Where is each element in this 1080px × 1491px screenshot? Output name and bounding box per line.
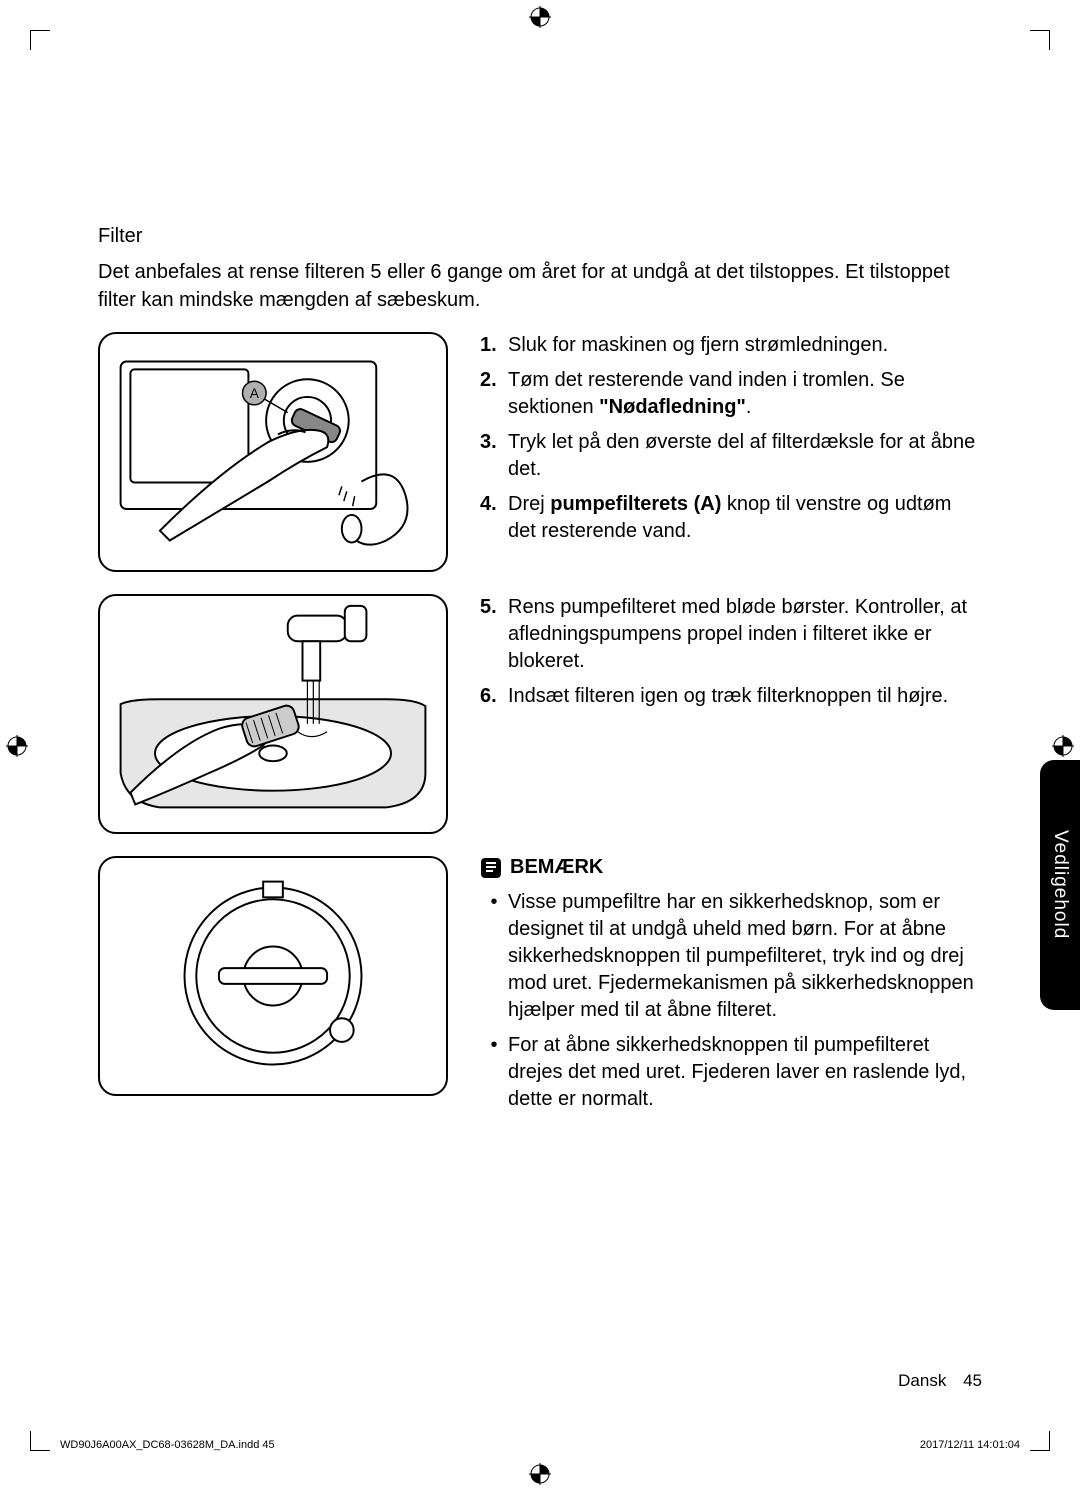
figure-1: A — [98, 332, 448, 572]
crop-corner — [30, 30, 50, 50]
footer-date: 2017/12/11 14:01:04 — [920, 1439, 1020, 1451]
step-number: 5. — [480, 594, 508, 675]
figure-2 — [98, 594, 448, 834]
step-item: 5.Rens pumpefilteret med bløde børster. … — [480, 594, 982, 675]
crop-corner — [30, 1431, 50, 1451]
footer-lang-text: Dansk — [898, 1371, 946, 1390]
note-block: BEMÆRK Visse pumpefiltre har en sikkerhe… — [480, 856, 982, 1121]
step-item: 4.Drej pumpefilterets (A) knop til venst… — [480, 491, 982, 545]
intro-text: Det anbefales at rense filteren 5 eller … — [98, 258, 982, 314]
note-text: For at åbne sikkerhedsknoppen til pumpef… — [508, 1032, 982, 1113]
crop-corner — [1030, 30, 1050, 50]
figure-label-a: A — [250, 386, 260, 401]
step-number: 6. — [480, 683, 508, 710]
figure-3 — [98, 856, 448, 1096]
footer-lang: Dansk 45 — [898, 1371, 982, 1391]
step-text: Sluk for maskinen og fjern strømledninge… — [508, 332, 982, 359]
note-header: BEMÆRK — [480, 856, 982, 879]
row-2: 5.Rens pumpefilteret med bløde børster. … — [98, 594, 982, 834]
step-number: 1. — [480, 332, 508, 359]
step-text: Drej pumpefilterets (A) knop til venstre… — [508, 491, 982, 545]
bold-text: "Nødafledning" — [599, 396, 746, 418]
step-number: 4. — [480, 491, 508, 545]
page-content: Filter Det anbefales at rense filteren 5… — [98, 225, 982, 1121]
step-text: Tøm det resterende vand inden i tromlen.… — [508, 367, 982, 421]
note-label: BEMÆRK — [510, 856, 603, 879]
step-text: Tryk let på den øverste del af filterdæk… — [508, 429, 982, 483]
bold-text: pumpefilterets (A) — [550, 493, 721, 515]
step-number: 3. — [480, 429, 508, 483]
reg-mark-top — [529, 6, 551, 28]
steps-block-1: 1.Sluk for maskinen og fjern strømlednin… — [480, 332, 982, 572]
section-title: Filter — [98, 225, 982, 248]
step-item: 6.Indsæt filteren igen og træk filterkno… — [480, 683, 982, 710]
crop-corner — [1030, 1431, 1050, 1451]
note-text: Visse pumpefiltre har en sikkerhedsknop,… — [508, 889, 982, 1024]
step-item: 3.Tryk let på den øverste del af filterd… — [480, 429, 982, 483]
note-item: Visse pumpefiltre har en sikkerhedsknop,… — [480, 889, 982, 1024]
step-number: 2. — [480, 367, 508, 421]
note-item: For at åbne sikkerhedsknoppen til pumpef… — [480, 1032, 982, 1113]
row-1: A 1.Sluk for maskinen og fjern strømledn… — [98, 332, 982, 572]
step-text: Indsæt filteren igen og træk filterknopp… — [508, 683, 982, 710]
step-text: Rens pumpefilteret med bløde børster. Ko… — [508, 594, 982, 675]
steps-block-2: 5.Rens pumpefilteret med bløde børster. … — [480, 594, 982, 834]
step-item: 2.Tøm det resterende vand inden i tromle… — [480, 367, 982, 421]
step-item: 1.Sluk for maskinen og fjern strømlednin… — [480, 332, 982, 359]
reg-mark-right — [1052, 735, 1074, 757]
reg-mark-left — [6, 735, 28, 757]
footer-file: WD90J6A00AX_DC68-03628M_DA.indd 45 — [60, 1439, 275, 1451]
reg-mark-bottom — [529, 1463, 551, 1485]
side-tab-label: Vedligehold — [1049, 830, 1071, 939]
row-3: BEMÆRK Visse pumpefiltre har en sikkerhe… — [98, 856, 982, 1121]
side-tab: Vedligehold — [1040, 760, 1080, 1010]
footer-page-number: 45 — [963, 1371, 982, 1390]
note-icon — [480, 857, 502, 879]
